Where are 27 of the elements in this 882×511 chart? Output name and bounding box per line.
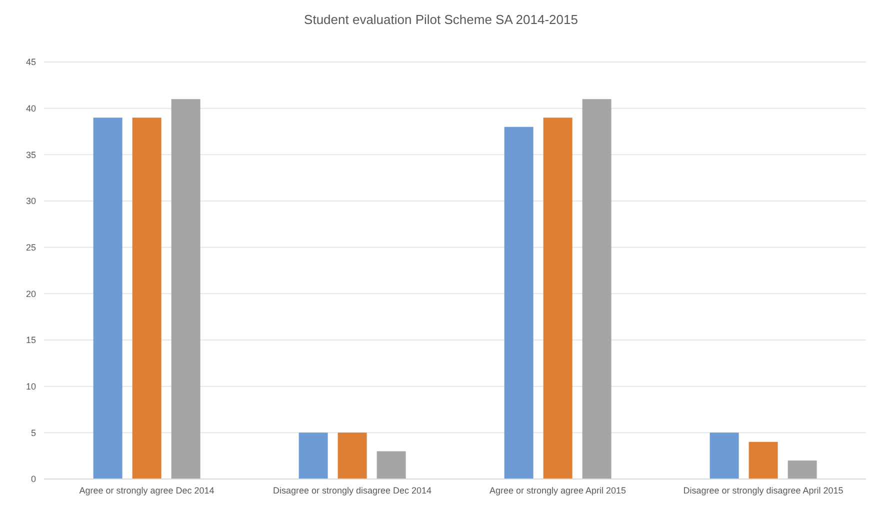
y-tick-label: 30 — [26, 196, 36, 206]
bar — [543, 118, 572, 479]
bar — [710, 432, 739, 479]
y-tick-label: 15 — [26, 335, 36, 346]
y-tick-label: 5 — [30, 428, 36, 438]
bar — [504, 126, 534, 479]
bar — [788, 460, 817, 479]
x-tick-label: Agree or strongly agree Dec 2014 — [79, 485, 214, 496]
bar — [376, 451, 406, 479]
x-tick-label: Disagree or strongly disagree Dec 2014 — [272, 485, 432, 496]
y-tick-label: 45 — [26, 57, 36, 68]
y-tick-label: 35 — [26, 150, 36, 160]
bar — [338, 432, 367, 479]
bar — [132, 118, 162, 479]
x-tick-label: Disagree or strongly disagree April 2015 — [683, 485, 844, 496]
bar — [748, 442, 778, 479]
bar — [298, 432, 328, 479]
y-tick-label: 25 — [26, 242, 36, 253]
y-tick-label: 40 — [26, 104, 36, 114]
x-tick-label: Agree or strongly agree April 2015 — [489, 485, 626, 496]
y-tick-label: 10 — [26, 382, 36, 392]
bar — [171, 99, 200, 479]
chart-title: Student evaluation Pilot Scheme SA 2014-2015 — [303, 11, 579, 29]
bar — [582, 99, 612, 479]
y-tick-label: 20 — [26, 288, 36, 299]
y-tick-label: 0 — [30, 474, 36, 484]
bar — [93, 118, 122, 479]
